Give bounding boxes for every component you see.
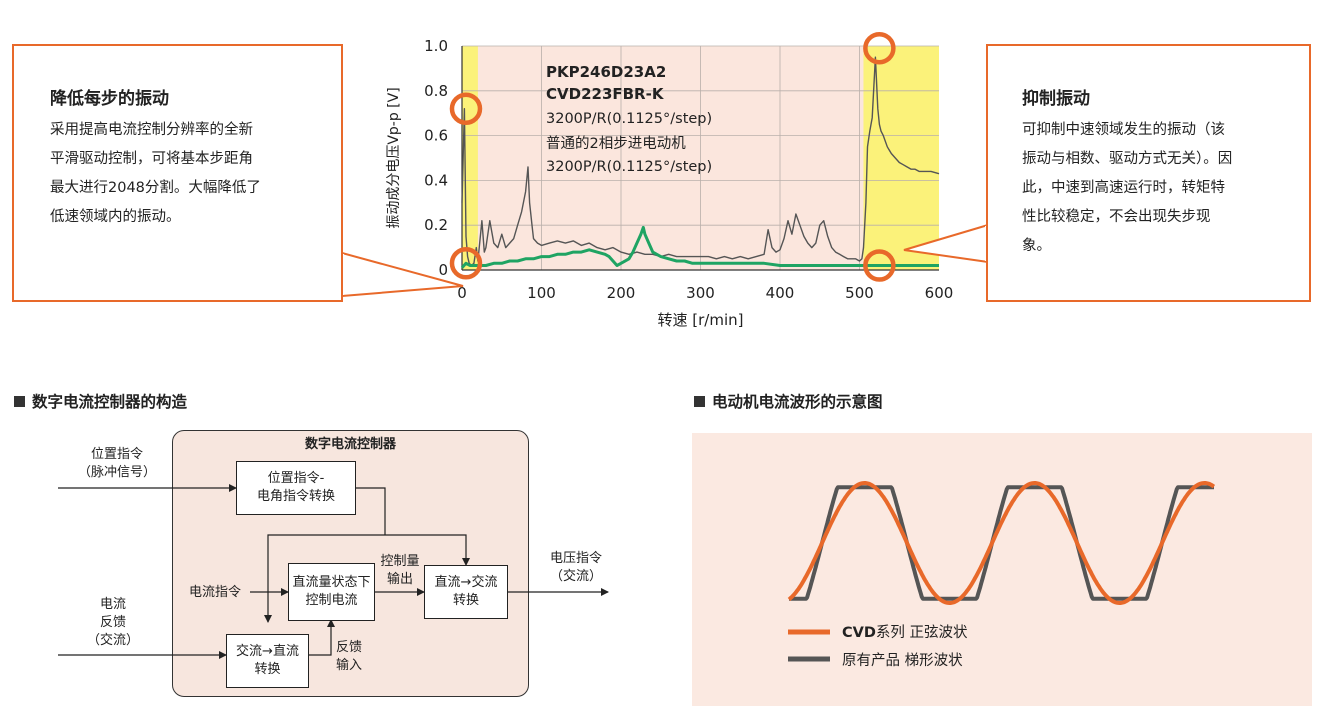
- line-fb-input: [309, 619, 335, 656]
- current-feedback-label: 电流 反馈 （交流）: [86, 597, 139, 648]
- annotation-ordinary-res: 3200P/R(0.1125°/step): [546, 159, 712, 175]
- trapezoid-waveform: [788, 485, 1215, 601]
- annotation-model-res: 3200P/R(0.1125°/step): [546, 111, 712, 127]
- waveform-section-title: 电动机电流波形的示意图: [694, 390, 883, 412]
- legend-original-label: 原有产品 梯形波状: [842, 653, 963, 669]
- callout-right-title: 抑制振动: [1022, 89, 1090, 109]
- callout-reduce-vibration: 降低每步的振动 采用提高电流控制分辨率的全新 平滑驱动控制，可将基本步距角 最大…: [12, 44, 343, 302]
- annotation-model2: CVD223FBR-K: [546, 85, 665, 103]
- callout-right-pointer: [903, 224, 989, 263]
- dc-current-control-box: 直流量状态下 控制电流: [288, 563, 375, 621]
- callout-left-line: 最大进行2048分割。大幅降低了: [50, 180, 261, 196]
- x-tick-label: 100: [527, 284, 556, 302]
- controller-section-title: 数字电流控制器的构造: [14, 390, 187, 412]
- y-tick-label: 0.6: [424, 127, 448, 145]
- callout-left-line: 平滑驱动控制，可将基本步距角: [50, 151, 253, 167]
- current-command-label: 电流指令: [188, 585, 241, 600]
- callout-right-body: 可抑制中速领域发生的振动（该 振动与相数、驱动方式无关）。因 此，中速到高速运行…: [1022, 116, 1232, 261]
- highlight-circle: [449, 92, 483, 125]
- x-tick-label: 300: [686, 284, 715, 302]
- callout-right-line: 象。: [1022, 238, 1051, 254]
- y-axis-label: 振动成分电压Vp-p [V]: [386, 87, 402, 228]
- legend-cvd-label: CVD系列 正弦波状: [842, 625, 968, 641]
- x-tick-label: 600: [925, 284, 954, 302]
- controller-title: 数字电流控制器: [304, 437, 396, 452]
- x-tick-label: 0: [457, 284, 467, 302]
- callout-left-line: 低速领域内的振动。: [50, 209, 181, 225]
- x-tick-label: 500: [845, 284, 874, 302]
- waveform-plot: [787, 481, 1216, 662]
- highlight-circle: [449, 247, 483, 280]
- callout-left-pointer: [341, 252, 464, 297]
- y-tick-label: 0.8: [424, 82, 448, 100]
- controller-connections: [58, 484, 609, 659]
- y-tick-label: 0.2: [424, 216, 448, 234]
- y-tick-label: 0: [438, 261, 448, 279]
- callout-left-body: 采用提高电流控制分辨率的全新 平滑驱动控制，可将基本步距角 最大进行2048分割…: [50, 116, 261, 232]
- square-bullet-icon: [694, 396, 705, 407]
- callout-left-line: 采用提高电流控制分辨率的全新: [50, 122, 253, 138]
- line-box1-out: [355, 487, 386, 535]
- y-tick-label: 0.4: [424, 171, 448, 189]
- ac-to-dc-box: 交流→直流 转换: [226, 634, 309, 688]
- callout-left-title: 降低每步的振动: [50, 89, 169, 109]
- callout-right-line: 振动与相数、驱动方式无关）。因: [1022, 151, 1233, 167]
- sine-waveform: [787, 481, 1216, 605]
- x-axis-label: 转速 [r/min]: [658, 311, 744, 329]
- callout-suppress-vibration: 抑制振动 可抑制中速领域发生的振动（该 振动与相数、驱动方式无关）。因 此，中速…: [986, 44, 1311, 302]
- line-split: [385, 534, 470, 566]
- y-tick-label: 1.0: [424, 37, 448, 55]
- dc-to-ac-box: 直流→交流 转换: [424, 565, 508, 619]
- callout-right-line: 可抑制中速领域发生的振动（该: [1022, 122, 1225, 138]
- position-command-label: 位置指令 （脉冲信号）: [77, 447, 156, 480]
- callout-right-line: 此，中速到高速运行时，转矩特: [1022, 180, 1225, 196]
- x-tick-label: 200: [607, 284, 636, 302]
- x-tick-label: 400: [766, 284, 795, 302]
- voltage-command-label: 电压指令 （交流）: [549, 551, 602, 584]
- line-split-left: [264, 534, 385, 623]
- highlight-circle: [863, 31, 896, 65]
- series-line-cvd: [460, 225, 939, 269]
- series-line-ordinary: [461, 56, 940, 267]
- annotation-ordinary-name: 普通的2相步进电动机: [546, 135, 686, 152]
- square-bullet-icon: [14, 396, 25, 407]
- highlight-circle: [863, 249, 896, 282]
- feedback-input-label: 反馈 输入: [336, 640, 363, 673]
- position-to-electric-angle-box: 位置指令- 电角指令转换: [236, 461, 356, 515]
- callout-right-line: 性比较稳定，不会出现失步现: [1022, 209, 1211, 225]
- control-output-label: 控制量 输出: [380, 554, 420, 587]
- annotation-model1: PKP246D23A2: [546, 63, 666, 81]
- vibration-chart: 0 0.2 0.4 0.6 0.8 1.0 0 100 200 300 400 500 600 转速 [r…: [336, 31, 991, 329]
